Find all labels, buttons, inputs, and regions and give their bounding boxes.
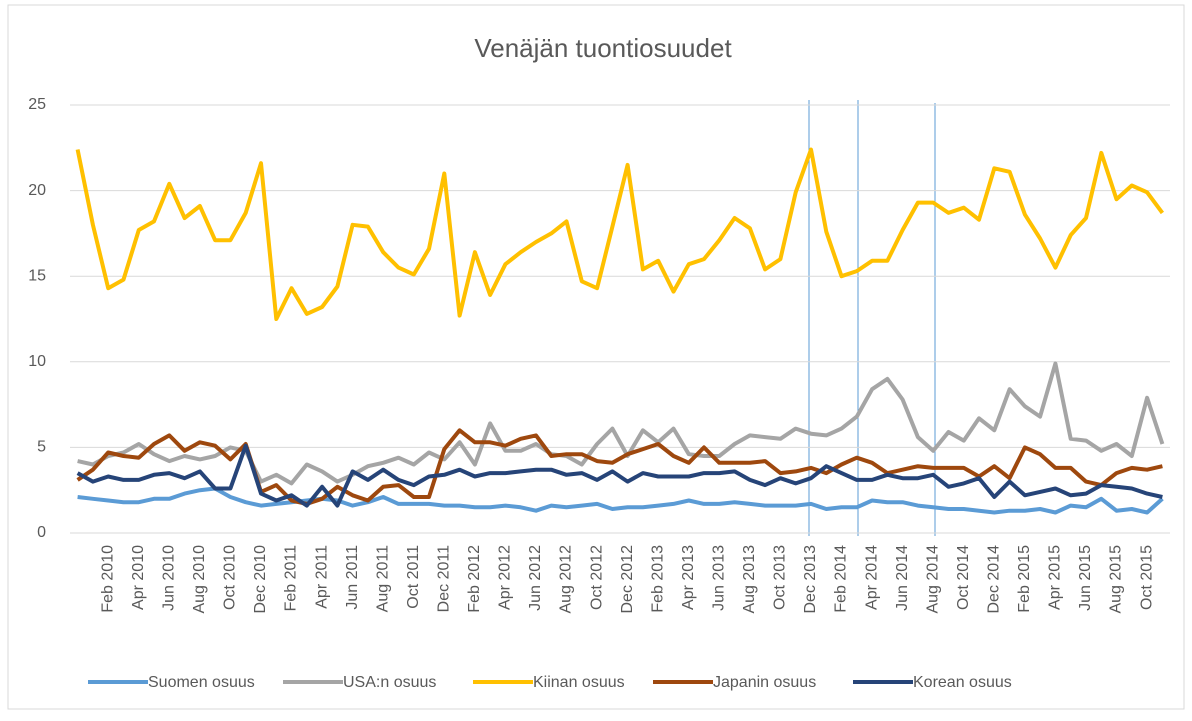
y-tick-label: 15 [28,267,46,284]
x-tick-label: Jun 2012 [527,545,544,611]
series-line [76,443,1163,508]
x-tick-label: Feb 2011 [283,545,300,612]
x-tick-label: Dec 2011 [436,545,453,612]
y-tick-label: 25 [28,96,46,113]
x-tick-label: Aug 2014 [924,545,941,614]
x-tick-label: Oct 2010 [222,545,239,610]
x-tick-label: Aug 2011 [374,545,391,612]
x-tick-label: Feb 2013 [649,545,666,613]
x-tick-label: Oct 2014 [955,545,972,610]
legend-label: USA:n osuus [343,674,436,691]
legend-item: Korean osuus [853,674,1012,691]
series-line [77,361,1165,486]
x-tick-label: Feb 2015 [1016,545,1033,613]
x-tick-label: Apr 2012 [497,545,514,610]
x-tick-label: Dec 2013 [802,545,819,614]
x-tick-label: Jun 2010 [161,545,178,611]
chart-frame [7,4,1185,710]
x-tick-label: Dec 2010 [252,545,269,614]
x-tick-label: Oct 2013 [772,545,789,610]
legend-item: Japanin osuus [653,674,816,691]
x-tick-label: Jun 2013 [711,545,728,611]
x-tick-label: Feb 2014 [833,545,850,613]
x-tick-label: Aug 2013 [741,545,758,614]
x-tick-label: Oct 2012 [588,545,605,610]
legend-item: Suomen osuus [88,674,255,691]
x-tick-label: Jun 2011 [344,545,361,610]
x-tick-label: Aug 2015 [1108,545,1125,614]
x-tick-label: Feb 2012 [466,545,483,613]
chart-title: Venäjän tuontiosuudet [474,33,732,63]
x-tick-label: Apr 2014 [863,545,880,610]
legend-item: Kiinan osuus [473,674,625,691]
x-tick-label: Apr 2015 [1047,545,1064,610]
x-tick-label: Apr 2010 [130,545,147,610]
x-tick-label: Aug 2012 [558,545,575,614]
x-tick-label: Jun 2014 [894,545,911,611]
x-tick-label: Feb 2010 [99,545,116,613]
legend-label: Korean osuus [913,674,1012,691]
series-line [77,486,1164,515]
y-tick-label: 20 [28,182,46,199]
x-tick-label: Dec 2014 [986,545,1003,614]
y-tick-label: 10 [28,353,46,370]
series-line [75,147,1165,321]
legend-label: Suomen osuus [148,674,255,691]
x-tick-label: Jun 2015 [1077,545,1094,611]
y-tick-label: 5 [37,439,46,456]
x-tick-label: Apr 2011 [313,545,330,609]
y-tick-label: 0 [37,524,46,541]
legend-item: USA:n osuus [283,674,436,691]
x-tick-label: Oct 2015 [1138,545,1155,610]
x-tick-label: Oct 2011 [405,545,422,609]
x-tick-label: Apr 2013 [680,545,697,610]
x-tick-label: Dec 2012 [619,545,636,614]
legend-label: Kiinan osuus [533,674,625,691]
x-tick-label: Aug 2010 [191,545,208,614]
annotation-lines [808,100,936,536]
legend-label: Japanin osuus [713,674,816,691]
